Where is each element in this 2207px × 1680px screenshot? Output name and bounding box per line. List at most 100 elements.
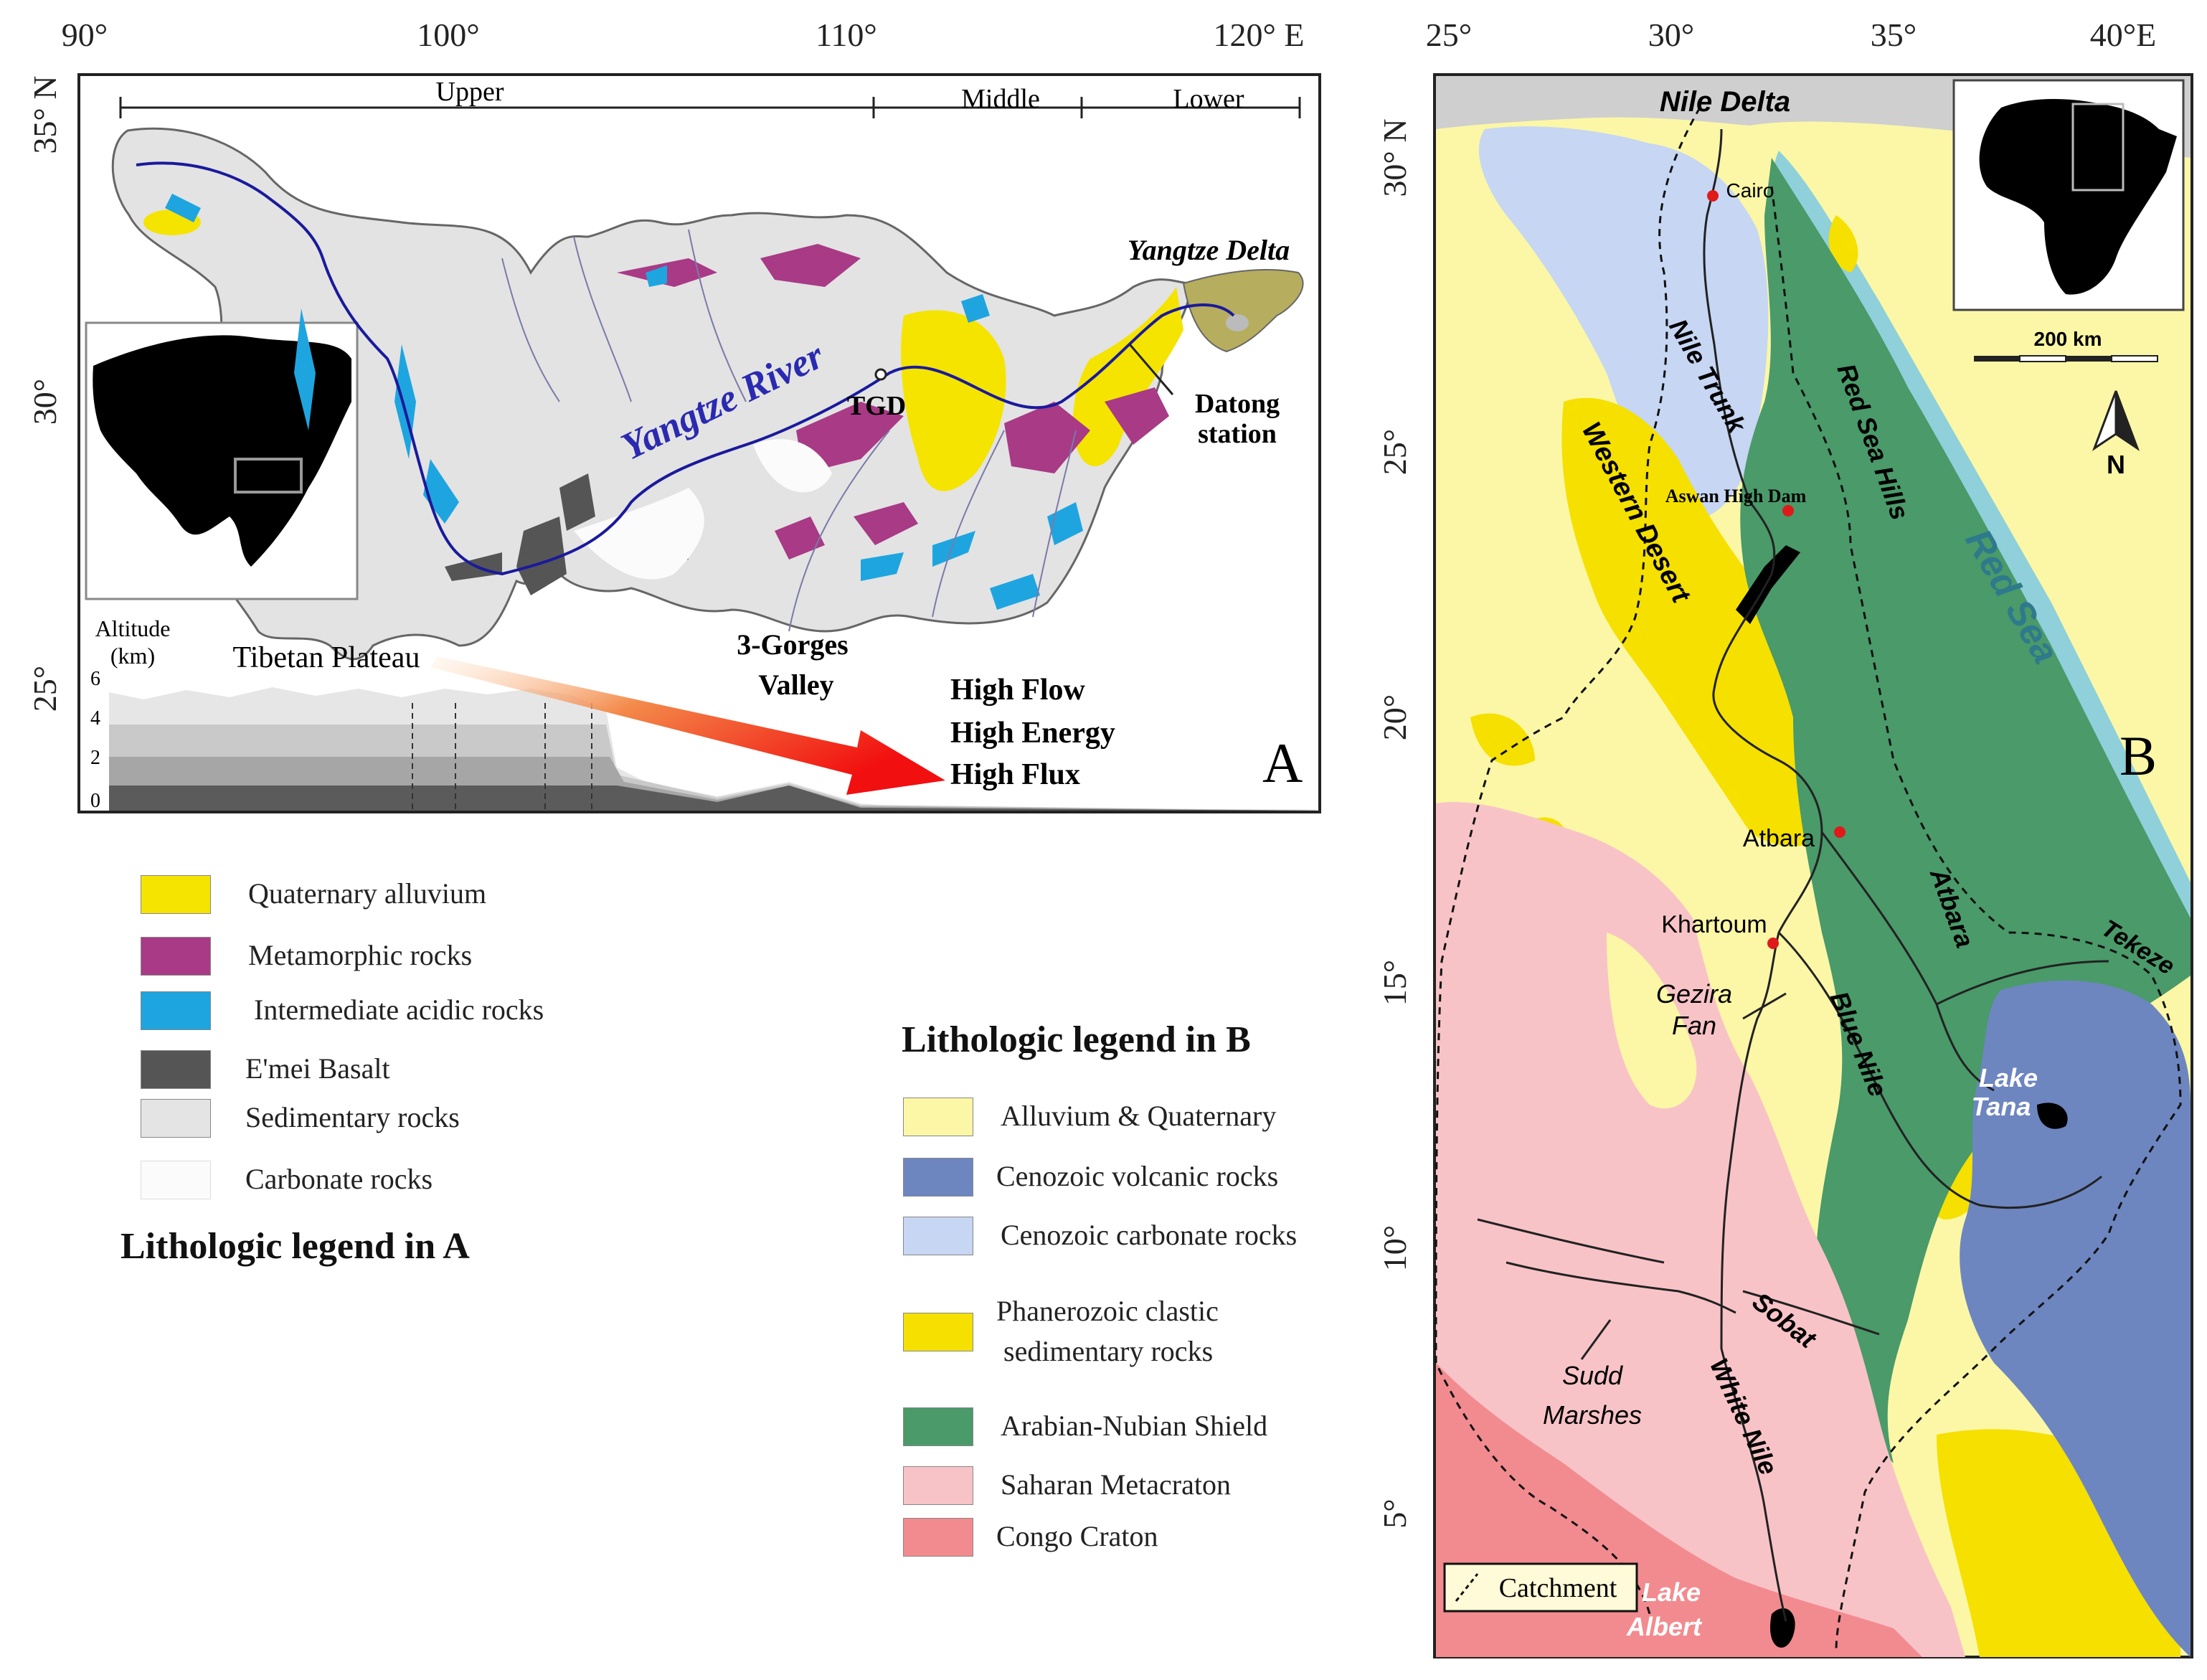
yangtze-delta-label: Yangtze Delta xyxy=(1128,234,1290,266)
legend-b-swatch-arabian-nubian xyxy=(903,1407,973,1446)
lat-tick-10: 10° xyxy=(1376,1225,1413,1271)
datong-leader xyxy=(1128,344,1174,395)
gezira-arrow xyxy=(1742,992,1787,1020)
legend-a-label-metamorphic: Metamorphic rocks xyxy=(248,939,473,971)
legend-a-swatch-carbonate xyxy=(141,1161,211,1199)
lake-tana-label-2: Tana xyxy=(1972,1092,2031,1121)
reach-scale xyxy=(119,97,1301,118)
asia-inset-highlight xyxy=(234,458,303,494)
lon-tick-90: 90° xyxy=(62,16,108,53)
legend-b-swatch-cenozoic-carbonate xyxy=(903,1217,973,1255)
scale-bar-label: 200 km xyxy=(2034,328,2102,350)
legend-b-swatch-congo xyxy=(903,1518,973,1557)
legend-b-label-phanerozoic-2: sedimentary rocks xyxy=(1003,1335,1214,1367)
tibetan-plateau-label: Tibetan Plateau xyxy=(233,641,420,674)
panel-b-letter: B xyxy=(2119,725,2157,787)
scale-bar xyxy=(1974,355,2158,362)
lithology-patches xyxy=(143,194,1304,610)
catchment-legend-label: Catchment xyxy=(1499,1573,1617,1603)
africa-inset-landmass xyxy=(1979,99,2177,295)
lat-tick-35: 35° N xyxy=(27,75,63,154)
lat-tick-25: 25° xyxy=(27,666,63,712)
legend-b: Lithologic legend in B Alluvium & Quater… xyxy=(900,1019,1374,1578)
reach-upper: Upper xyxy=(436,77,504,107)
legend-a-label-carbonate: Carbonate rocks xyxy=(245,1163,433,1195)
legend-b-swatch-saharan xyxy=(903,1466,973,1505)
lat-tick-5: 5° xyxy=(1376,1499,1413,1528)
legend-a-swatch-basalt xyxy=(141,1050,211,1089)
legend-a-swatch-intermediate xyxy=(141,991,211,1030)
legend-b-label-arabian-nubian: Arabian-Nubian Shield xyxy=(1001,1410,1268,1442)
catchment-legend-dash xyxy=(1455,1573,1479,1602)
nile-rivers xyxy=(1477,128,2109,1622)
north-arrow-icon xyxy=(2092,390,2140,451)
altitude-label-2: (km) xyxy=(110,643,155,669)
legend-a-title: Lithologic legend in A xyxy=(120,1226,470,1267)
legend-a-label-basalt: E'mei Basalt xyxy=(245,1052,390,1085)
lon-tick-100: 100° xyxy=(417,16,479,53)
catchment-legend-box xyxy=(1443,1562,1638,1613)
africa-inset-highlight xyxy=(2071,103,2125,192)
high-energy-label: High Energy xyxy=(950,717,1115,750)
aswan-label: Aswan High Dam xyxy=(1665,486,1807,506)
lon-tick-40: 40°E xyxy=(2090,16,2157,53)
nile-delta-label: Nile Delta xyxy=(1660,86,1790,118)
yangtze-river-line xyxy=(136,161,1235,576)
lat-tick-30: 30° xyxy=(27,379,63,425)
altitude-tick-4: 4 xyxy=(90,707,100,730)
lon-tick-110: 110° xyxy=(816,16,877,53)
lat-tick-15: 15° xyxy=(1376,960,1413,1006)
city-markers xyxy=(1707,190,1846,949)
legend-a-label-sedimentary: Sedimentary rocks xyxy=(245,1101,460,1133)
tgd-marker xyxy=(874,368,887,381)
altitude-tick-2: 2 xyxy=(90,747,100,769)
legend-b-label-saharan: Saharan Metacraton xyxy=(1001,1468,1231,1501)
khartoum-label: Khartoum xyxy=(1661,911,1767,938)
high-flow-label: High Flow xyxy=(950,674,1086,707)
legend-b-swatch-phanerozoic xyxy=(903,1313,973,1351)
tgd-label: TGD xyxy=(847,391,906,421)
altitude-tick-0: 0 xyxy=(90,790,100,812)
panel-a-map: 90° 100° 110° 120° E 35° N 30° 25° Upper… xyxy=(27,16,1321,813)
sudd-arrow xyxy=(1580,1319,1612,1360)
legend-b-label-congo: Congo Craton xyxy=(996,1520,1158,1552)
catchment-boundary xyxy=(1435,107,2182,1651)
legend-a-label-intermediate: Intermediate acidic rocks xyxy=(254,994,544,1026)
nile-lithology xyxy=(1436,76,2191,1657)
atbara-city-label: Atbara xyxy=(1743,825,1815,852)
altitude-label-1: Altitude xyxy=(95,615,171,641)
lon-tick-25: 25° xyxy=(1426,16,1472,53)
reach-lower: Lower xyxy=(1173,84,1244,114)
legend-a-label-quaternary: Quaternary alluvium xyxy=(248,877,487,910)
cairo-label: Cairo xyxy=(1726,179,1774,202)
lat-tick-30n: 30° N xyxy=(1376,118,1413,197)
flow-arrow xyxy=(430,656,945,795)
lon-tick-35: 35° xyxy=(1871,16,1917,53)
legend-b-label-cenozoic-carbonate: Cenozoic carbonate rocks xyxy=(1001,1219,1298,1251)
legend-a-swatch-quaternary xyxy=(141,875,211,914)
north-label: N xyxy=(2107,450,2125,479)
lon-tick-30: 30° xyxy=(1648,16,1694,53)
legend-a: Quaternary alluvium Metamorphic rocks In… xyxy=(120,875,686,1291)
datong-label-2: station xyxy=(1198,419,1277,449)
three-gorges-label-2: Valley xyxy=(758,669,833,701)
lake-tana-label-1: Lake xyxy=(1979,1063,2038,1093)
altitude-profile xyxy=(109,687,1316,811)
three-gorges-label-1: 3-Gorges xyxy=(737,628,849,661)
legend-b-label-cenozoic-volcanic: Cenozoic volcanic rocks xyxy=(996,1160,1279,1192)
legend-b-title: Lithologic legend in B xyxy=(902,1019,1251,1060)
asia-inset-landmass xyxy=(93,335,352,567)
legend-a-swatch-metamorphic xyxy=(141,937,211,976)
altitude-tick-6: 6 xyxy=(90,668,100,690)
legend-b-swatch-alluvium xyxy=(903,1098,973,1136)
sudd-label-2: Marshes xyxy=(1543,1400,1642,1430)
gezira-label-1: Gezira xyxy=(1656,979,1732,1009)
legend-b-swatch-cenozoic-volcanic xyxy=(903,1158,973,1197)
lat-tick-20: 20° xyxy=(1376,694,1413,740)
lat-tick-25b: 25° xyxy=(1376,429,1413,475)
tributaries xyxy=(501,229,1077,632)
panel-a-letter: A xyxy=(1262,732,1303,794)
legend-a-swatch-sedimentary xyxy=(141,1099,211,1138)
reach-middle: Middle xyxy=(961,84,1040,114)
sudd-label-1: Sudd xyxy=(1562,1361,1623,1390)
